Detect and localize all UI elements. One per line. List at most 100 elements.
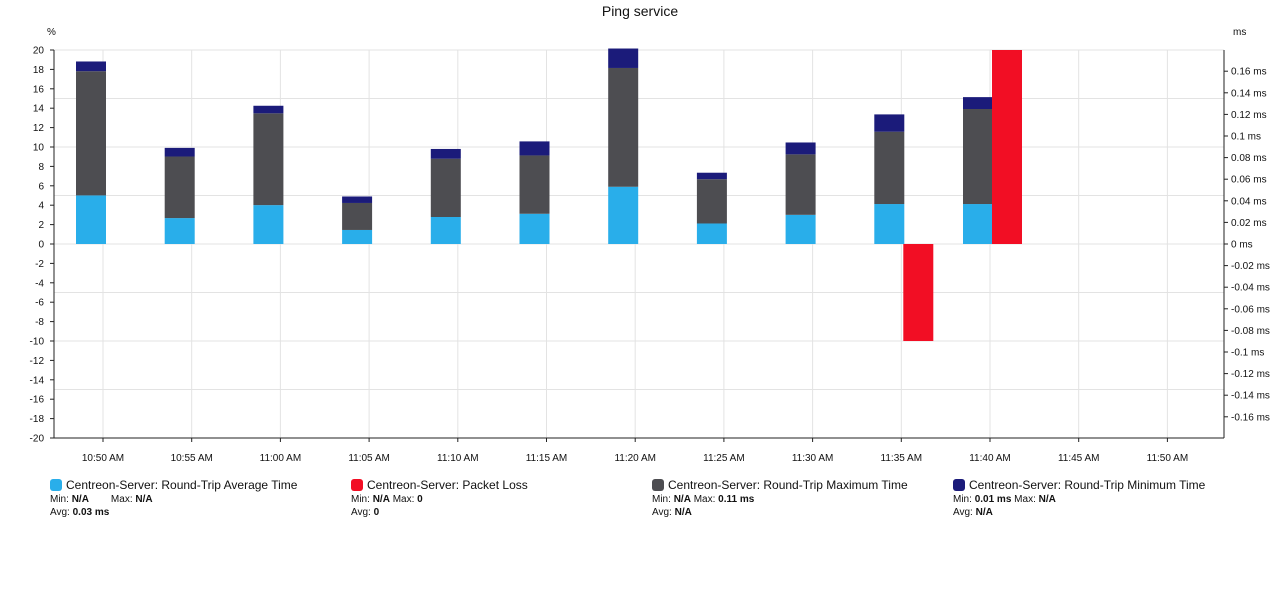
left-axis-tick-label: -16 [30,395,45,406]
right-axis-unit: ms [1233,27,1246,38]
left-axis-tick-label: -4 [35,278,44,289]
legend-label: Centreon-Server: Round-Trip Maximum Time [668,478,908,492]
legend-stats: Min: 0.01 ms Max: N/A Avg: N/A [953,494,1056,518]
bar-round-trip-minimum-time[interactable] [963,97,993,109]
right-axis-tick-label: 0 ms [1231,240,1253,251]
bar-packet-loss[interactable] [903,244,934,341]
left-axis-tick-label: 20 [33,46,45,57]
bar-round-trip-minimum-time[interactable] [76,61,106,72]
bar-round-trip-minimum-time[interactable] [608,48,639,68]
bar-round-trip-maximum-time[interactable] [696,179,727,224]
legend-item-packet-loss[interactable]: Centreon-Server: Packet Loss Min: N/A Ma… [351,478,528,519]
x-axis-tick-label: 11:45 AM [1058,453,1100,464]
bar-round-trip-average-time[interactable] [253,205,284,244]
left-axis-tick-label: -2 [35,259,44,270]
left-axis-tick-label: 16 [33,84,45,95]
left-axis-tick-label: 6 [38,181,44,192]
bar-round-trip-average-time[interactable] [430,217,461,244]
x-axis-tick-label: 10:55 AM [171,453,213,464]
bar-round-trip-minimum-time[interactable] [696,172,727,180]
right-axis-tick-label: 0.04 ms [1231,196,1267,207]
right-axis-tick-label: -0.08 ms [1231,326,1270,337]
bar-round-trip-maximum-time[interactable] [519,155,550,214]
left-axis-tick-label: 2 [38,220,44,231]
bar-round-trip-average-time[interactable] [785,214,816,244]
legend-swatch [953,479,965,491]
right-axis-tick-label: -0.14 ms [1231,391,1270,402]
bar-round-trip-maximum-time[interactable] [164,156,195,219]
chart-area: Ping service% ms20181614121086420-2-4-6-8… [30,3,1270,464]
bar-round-trip-minimum-time[interactable] [519,141,550,156]
bar-round-trip-average-time[interactable] [76,195,106,244]
right-axis-tick-label: -0.16 ms [1231,412,1270,423]
left-axis-tick-label: -20 [30,434,45,445]
legend-item-average-time[interactable]: Centreon-Server: Round-Trip Average Time… [50,478,297,519]
left-axis-tick-label: 8 [38,162,44,173]
bar-round-trip-minimum-time[interactable] [785,142,816,155]
legend-stats: Min: N/A Max: 0.11 ms Avg: N/A [652,494,755,518]
right-axis-tick-label: -0.04 ms [1231,283,1270,294]
bar-round-trip-maximum-time[interactable] [342,202,373,230]
x-axis-tick-label: 11:35 AM [881,453,923,464]
bar-round-trip-average-time[interactable] [164,218,195,244]
bar-round-trip-minimum-time[interactable] [874,114,905,132]
x-axis-tick-label: 11:10 AM [437,453,479,464]
left-axis-tick-label: -10 [30,337,45,348]
bar-round-trip-maximum-time[interactable] [253,113,284,206]
legend-label: Centreon-Server: Round-Trip Average Time [66,478,298,492]
bar-round-trip-minimum-time[interactable] [430,148,461,159]
right-axis-tick-label: 0.1 ms [1231,132,1261,143]
right-axis-tick-label: 0.16 ms [1231,67,1267,78]
right-axis-tick-label: 0.14 ms [1231,88,1267,99]
bar-round-trip-minimum-time[interactable] [342,196,373,203]
x-axis-tick-label: 11:20 AM [614,453,656,464]
legend-label: Centreon-Server: Round-Trip Minimum Time [969,478,1206,492]
right-axis-tick-label: -0.02 ms [1231,261,1270,272]
x-axis-tick-label: 11:05 AM [348,453,390,464]
left-axis-tick-label: 18 [33,65,45,76]
bar-round-trip-maximum-time[interactable] [430,158,461,217]
x-axis-tick-label: 11:25 AM [703,453,745,464]
bar-round-trip-average-time[interactable] [608,186,639,244]
legend-item-maximum-time[interactable]: Centreon-Server: Round-Trip Maximum Time… [652,478,908,519]
x-axis-tick-label: 11:15 AM [526,453,568,464]
x-axis-tick-label: 11:50 AM [1147,453,1189,464]
legend-stats: Min: N/A Max: 0 Avg: 0 [351,494,423,518]
legend-stats: Min: N/A Max: N/A Avg: 0.03 ms [50,494,153,518]
left-axis-tick-label: -8 [35,317,44,328]
x-axis-tick-label: 11:00 AM [260,453,302,464]
x-axis-tick-label: 11:30 AM [792,453,834,464]
bar-packet-loss[interactable] [992,50,1022,244]
right-axis-tick-label: -0.06 ms [1231,304,1270,315]
legend-swatch [351,479,363,491]
bar-round-trip-average-time[interactable] [342,229,373,244]
left-axis-tick-label: 12 [33,123,45,134]
bar-round-trip-minimum-time[interactable] [164,147,195,157]
legend-label: Centreon-Server: Packet Loss [367,478,528,492]
right-axis-tick-label: -0.12 ms [1231,369,1270,380]
legend-swatch [50,479,62,491]
left-axis-unit: % [47,27,56,38]
left-axis-tick-label: 4 [38,201,44,212]
legend-item-minimum-time[interactable]: Centreon-Server: Round-Trip Minimum Time… [953,478,1205,519]
left-axis-tick-label: -14 [30,375,45,386]
left-axis-tick-label: 14 [33,104,45,115]
x-axis-tick-label: 11:40 AM [969,453,1011,464]
bar-round-trip-minimum-time[interactable] [253,105,284,114]
right-axis-tick-label: -0.1 ms [1231,348,1264,359]
left-axis-tick-label: -18 [30,414,45,425]
chart-title: Ping service [602,3,678,19]
bar-round-trip-average-time[interactable] [696,223,727,244]
right-axis-tick-label: 0.08 ms [1231,153,1267,164]
bar-round-trip-maximum-time[interactable] [785,154,816,215]
right-axis-tick-label: 0.02 ms [1231,218,1267,229]
bar-round-trip-average-time[interactable] [874,204,905,244]
bar-round-trip-maximum-time[interactable] [874,131,905,205]
bar-round-trip-average-time[interactable] [963,204,993,244]
bar-round-trip-maximum-time[interactable] [76,71,106,196]
bar-round-trip-maximum-time[interactable] [608,67,639,187]
bar-round-trip-maximum-time[interactable] [963,109,993,205]
bar-round-trip-average-time[interactable] [519,213,550,244]
left-axis-tick-label: -6 [35,298,44,309]
right-axis-tick-label: 0.06 ms [1231,175,1267,186]
